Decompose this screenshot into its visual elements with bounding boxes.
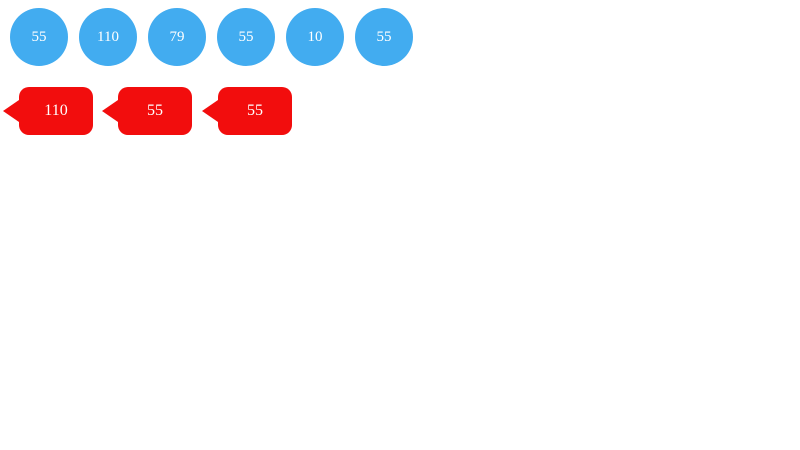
pointer-tag: 110 xyxy=(3,87,93,135)
node-value-label: 55 xyxy=(31,28,47,45)
list-node: 55 xyxy=(355,8,413,66)
pointer-tag: 55 xyxy=(102,87,192,135)
tag-value-label: 55 xyxy=(247,102,263,119)
list-node: 55 xyxy=(10,8,68,66)
node-value-label: 110 xyxy=(97,28,119,45)
tag-value-label: 55 xyxy=(147,102,163,119)
node-value-label: 79 xyxy=(169,28,185,45)
left-arrow-icon xyxy=(102,100,118,122)
tag-value-label: 110 xyxy=(44,102,68,119)
list-node: 79 xyxy=(148,8,206,66)
node-value-label: 55 xyxy=(238,28,254,45)
list-node: 10 xyxy=(286,8,344,66)
pointer-tag: 55 xyxy=(202,87,292,135)
list-node: 110 xyxy=(79,8,137,66)
left-arrow-icon xyxy=(202,100,218,122)
node-value-label: 10 xyxy=(307,28,323,45)
list-node: 55 xyxy=(217,8,275,66)
node-value-label: 55 xyxy=(376,28,392,45)
left-arrow-icon xyxy=(3,100,19,122)
